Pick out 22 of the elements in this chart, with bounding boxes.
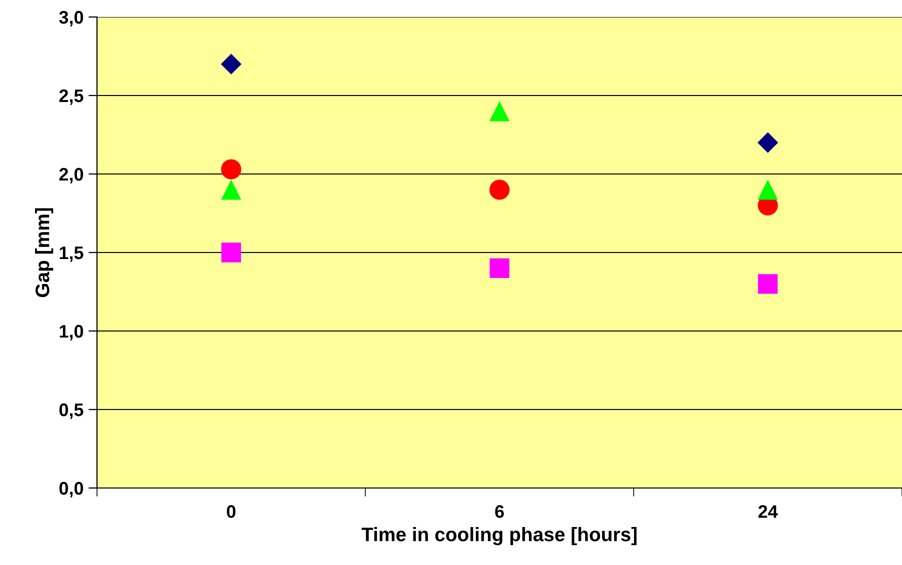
x-tick-label: 0: [226, 505, 236, 518]
point: [221, 159, 242, 180]
y-axis-title: Gap [mm]: [35, 208, 54, 298]
y-tick-label: 0,0: [59, 482, 84, 498]
y-tick-label: 2,5: [59, 89, 84, 105]
point: [490, 258, 510, 278]
y-tick-label: 1,5: [60, 246, 84, 262]
y-tick-label: 1,0: [60, 324, 84, 340]
y-tick-label: 0,5: [59, 403, 84, 419]
x-tick-label: 24: [758, 505, 778, 518]
point: [489, 101, 510, 122]
point: [221, 180, 242, 200]
y-tick-label: 3,0: [59, 10, 84, 26]
point: [758, 274, 778, 294]
point: [758, 132, 778, 153]
point: [758, 180, 778, 200]
y-tick-label: 2,0: [59, 168, 84, 184]
point: [221, 242, 241, 262]
point: [220, 54, 242, 74]
point: [489, 180, 510, 200]
x-axis-title: Time in cooling phase [hours]: [362, 527, 637, 546]
x-tick-label: 6: [495, 505, 504, 518]
